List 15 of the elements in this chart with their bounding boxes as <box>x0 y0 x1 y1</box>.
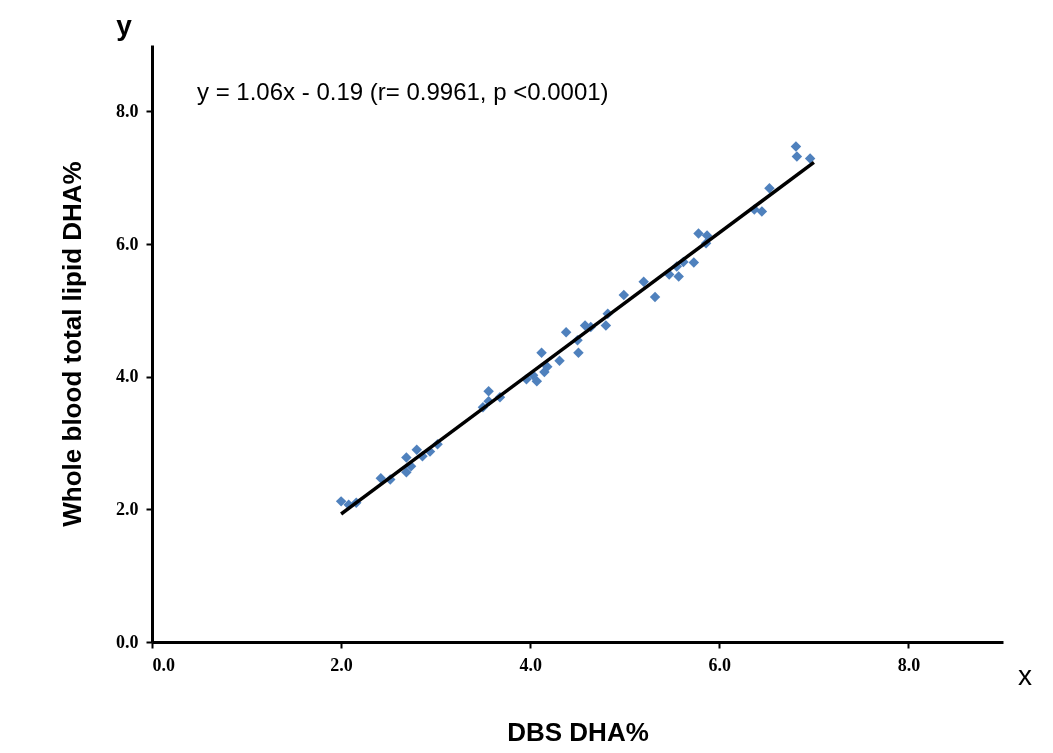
y-tick-label: 8.0 <box>116 100 139 121</box>
y-tick-label: 2.0 <box>116 498 139 519</box>
y-tick-label: 4.0 <box>116 366 139 387</box>
annotation: y = 1.06x - 0.19 (r= 0.9961, p <0.0001) <box>197 78 609 105</box>
y-axis-title: Whole blood total lipid DHA% <box>57 161 87 527</box>
y-tick-label: 6.0 <box>116 233 139 254</box>
y-tick-label: 0.0 <box>116 631 139 652</box>
x-tick-label: 8.0 <box>897 654 921 675</box>
x-tick-label: 2.0 <box>330 654 353 675</box>
x-tick-label: 6.0 <box>708 654 732 675</box>
text: y <box>116 10 133 41</box>
x-tick-label: 4.0 <box>519 654 542 675</box>
x-axis-title: DBS DHA% <box>507 716 649 747</box>
x-tick-label: 0.0 <box>152 654 175 675</box>
text: x <box>1018 660 1032 691</box>
